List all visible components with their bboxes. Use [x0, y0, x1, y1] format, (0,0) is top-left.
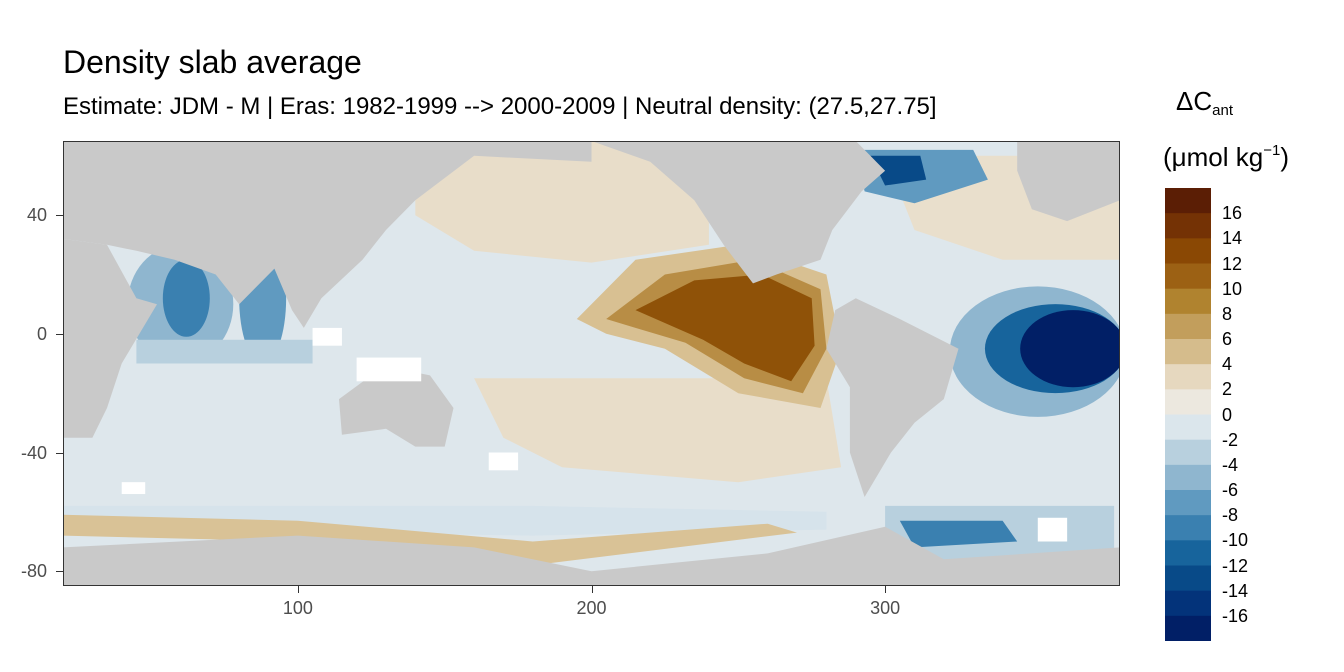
colorbar-bin [1165, 439, 1211, 466]
colorbar-bin [1165, 414, 1211, 441]
y-tick-label: 40 [26, 205, 47, 226]
colorbar-bin [1165, 464, 1211, 491]
map-svg [63, 141, 1120, 586]
colorbar-label: -4 [1222, 454, 1239, 475]
colorbar-label: 14 [1222, 228, 1243, 249]
colorbar-label: 0 [1222, 404, 1233, 425]
colorbar-bin [1165, 364, 1211, 390]
asia-land [63, 141, 592, 328]
y-tick-mark [56, 571, 63, 573]
colorbar-bin [1165, 490, 1211, 516]
colorbar-label: 2 [1222, 379, 1233, 400]
y-tick-mark [56, 452, 63, 454]
south-america-land [826, 298, 959, 497]
map-panel [63, 141, 1120, 586]
colorbar-bin [1165, 313, 1211, 340]
legend-title-unit: (μmol kg−1) [1163, 142, 1289, 172]
arabian-sea-core [162, 259, 210, 337]
colorbar-label: -2 [1222, 429, 1239, 450]
indian-ocean-band [136, 339, 313, 364]
missing-data-patch [1037, 517, 1068, 542]
antarctica-land [63, 526, 1120, 586]
colorbar-label: 6 [1222, 329, 1233, 349]
antarctic-margin-warm [63, 514, 797, 566]
chart-subtitle: Estimate: JDM - M | Eras: 1982-1999 --> … [63, 93, 937, 120]
x-tick-mark [591, 586, 593, 593]
colorbar-bin [1165, 238, 1211, 265]
x-tick-label: 200 [576, 598, 607, 618]
x-tick-label: 100 [282, 598, 313, 618]
missing-data-patch [488, 452, 519, 471]
x-tick-mark [297, 586, 299, 593]
y-tick-mark [56, 215, 63, 217]
colorbar-bin [1165, 213, 1211, 239]
north-pacific-band [415, 141, 709, 263]
x-tick-mark [885, 586, 887, 593]
y-tick-label: -40 [20, 442, 47, 463]
y-tick-label: -80 [20, 561, 47, 582]
legend-title-symbol: ΔCant [1176, 86, 1234, 119]
y-tick-label: 0 [36, 323, 47, 344]
south-pacific-band [474, 378, 842, 483]
colorbar-label: -8 [1222, 505, 1239, 526]
colorbar-bin [1165, 590, 1211, 617]
missing-data-patch [121, 482, 146, 495]
missing-data-patch [312, 327, 342, 346]
colorbar-bin [1165, 389, 1211, 416]
colorbar-label: 8 [1222, 303, 1233, 324]
colorbar-bin [1165, 288, 1211, 315]
panel-border [63, 141, 1120, 586]
pacific-anomaly-core [635, 274, 815, 382]
labrador-sea-core [870, 155, 927, 186]
colorbar-label: 12 [1222, 253, 1243, 274]
colorbar-label: -10 [1222, 530, 1249, 551]
colorbar-bin [1165, 540, 1211, 567]
colorbar-bin [1165, 565, 1211, 592]
colorbar-bin [1165, 515, 1211, 541]
colorbar-label: -16 [1222, 605, 1249, 626]
colorbar-label: 4 [1222, 354, 1233, 375]
australia-land [339, 369, 454, 447]
colorbar-bin [1165, 188, 1211, 214]
missing-data-patch [356, 357, 422, 382]
colorbar-label: 16 [1222, 203, 1243, 224]
north-america-land [591, 141, 886, 284]
colorbar-label: -6 [1222, 480, 1239, 500]
colorbar-bin [1165, 615, 1211, 641]
atlantic-core [1020, 310, 1120, 388]
europe-land [1017, 141, 1120, 222]
y-tick-mark [56, 333, 63, 335]
chart-title: Density slab average [63, 44, 362, 80]
colorbar [1165, 188, 1211, 641]
colorbar-label: -12 [1222, 555, 1249, 576]
colorbar-label: 10 [1222, 278, 1243, 299]
colorbar-bin [1165, 263, 1211, 290]
africa-land [63, 238, 157, 438]
colorbar-bin [1165, 339, 1211, 365]
weddell-sea-core [899, 520, 1018, 548]
x-tick-label: 300 [870, 598, 901, 618]
colorbar-label: -14 [1222, 580, 1249, 601]
